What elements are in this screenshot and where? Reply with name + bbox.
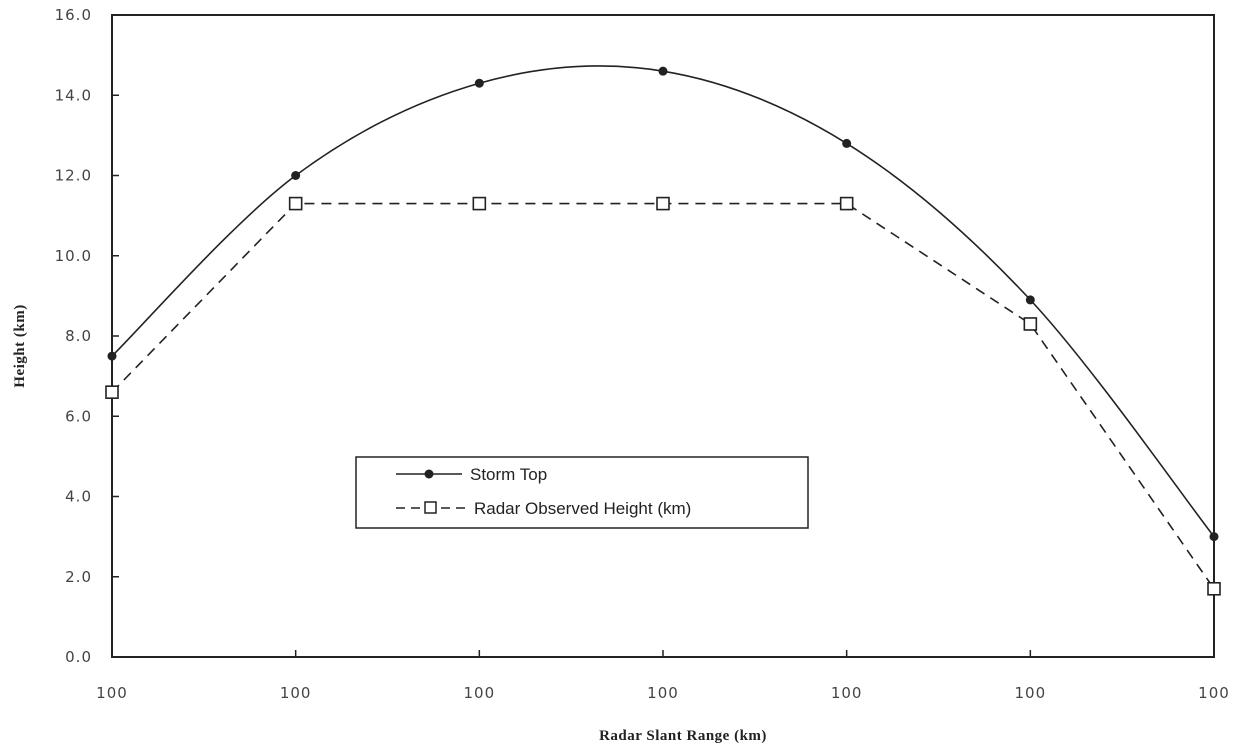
- y-axis-ticks: 0.0 2.0 4.0 6.0 8.0 10.0 12.0 14.0 16.0: [55, 6, 119, 666]
- x-tick-label: 100: [831, 684, 863, 702]
- x-tick-label: 100: [280, 684, 312, 702]
- legend-label-radar-observed: Radar Observed Height (km): [474, 499, 691, 518]
- y-axis-title: Height (km): [12, 304, 28, 387]
- y-tick-label: 12.0: [55, 167, 92, 185]
- y-tick-label: 14.0: [55, 86, 92, 104]
- point-storm-top: [108, 352, 117, 361]
- y-tick-label: 6.0: [65, 407, 92, 425]
- legend-marker-storm-top: [425, 470, 434, 479]
- x-tick-label: 100: [1015, 684, 1047, 702]
- y-tick-label: 0.0: [65, 648, 92, 666]
- y-tick-label: 8.0: [65, 327, 92, 345]
- x-tick-label: 100: [464, 684, 496, 702]
- point-storm-top: [475, 79, 484, 88]
- y-tick-label: 2.0: [65, 568, 92, 586]
- x-axis-title: Radar Slant Range (km): [599, 728, 767, 744]
- y-tick-label: 10.0: [55, 247, 92, 265]
- point-radar-observed: [290, 198, 302, 210]
- point-storm-top: [1210, 532, 1219, 541]
- point-storm-top: [659, 67, 668, 76]
- y-tick-label: 16.0: [55, 6, 92, 24]
- point-radar-observed: [841, 198, 853, 210]
- plot-area: [112, 15, 1214, 657]
- legend: Storm Top Radar Observed Height (km): [356, 457, 808, 528]
- point-radar-observed: [106, 386, 118, 398]
- point-radar-observed: [473, 198, 485, 210]
- x-tick-label: 100: [96, 684, 128, 702]
- series-line-radar-observed: [112, 204, 1214, 589]
- x-tick-label: 100: [1198, 684, 1230, 702]
- point-radar-observed: [1208, 583, 1220, 595]
- point-radar-observed: [1024, 318, 1036, 330]
- y-tick-label: 4.0: [65, 488, 92, 506]
- point-storm-top: [1026, 295, 1035, 304]
- legend-marker-radar-observed: [425, 502, 436, 513]
- point-storm-top: [842, 139, 851, 148]
- legend-label-storm-top: Storm Top: [470, 465, 547, 484]
- x-tick-label: 100: [647, 684, 679, 702]
- point-radar-observed: [657, 198, 669, 210]
- point-storm-top: [291, 171, 300, 180]
